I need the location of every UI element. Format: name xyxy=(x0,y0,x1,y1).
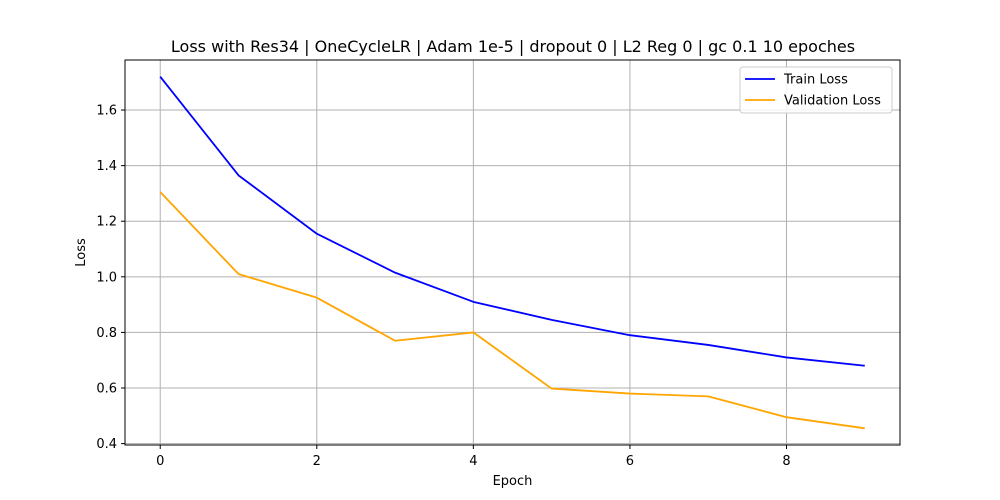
x-tick-label: 8 xyxy=(782,454,790,469)
chart-title: Loss with Res34 | OneCycleLR | Adam 1e-5… xyxy=(171,37,855,56)
x-axis-label: Epoch xyxy=(493,474,533,489)
y-tick-label: 1.6 xyxy=(96,104,117,119)
y-axis-label: Loss xyxy=(74,238,89,267)
grid xyxy=(125,60,900,445)
y-tick-label: 1.0 xyxy=(96,270,117,285)
x-tick-label: 6 xyxy=(626,454,634,469)
legend: Train Loss Validation Loss xyxy=(740,67,892,113)
plot-frame xyxy=(125,60,900,445)
series-lines xyxy=(160,77,865,429)
legend-label: Validation Loss xyxy=(784,94,881,109)
y-tick-label: 0.8 xyxy=(96,326,117,341)
y-tick-label: 1.4 xyxy=(96,159,117,174)
ticks: 0 2 4 6 8 0.4 0.6 0.8 1.0 1.2 1.4 1.6 xyxy=(96,104,790,469)
x-tick-label: 2 xyxy=(313,454,321,469)
legend-label: Train Loss xyxy=(783,73,848,88)
x-tick-label: 0 xyxy=(156,454,164,469)
x-tick-label: 4 xyxy=(469,454,477,469)
y-tick-label: 0.4 xyxy=(96,437,117,452)
y-tick-label: 1.2 xyxy=(96,215,117,230)
y-tick-label: 0.6 xyxy=(96,382,117,397)
